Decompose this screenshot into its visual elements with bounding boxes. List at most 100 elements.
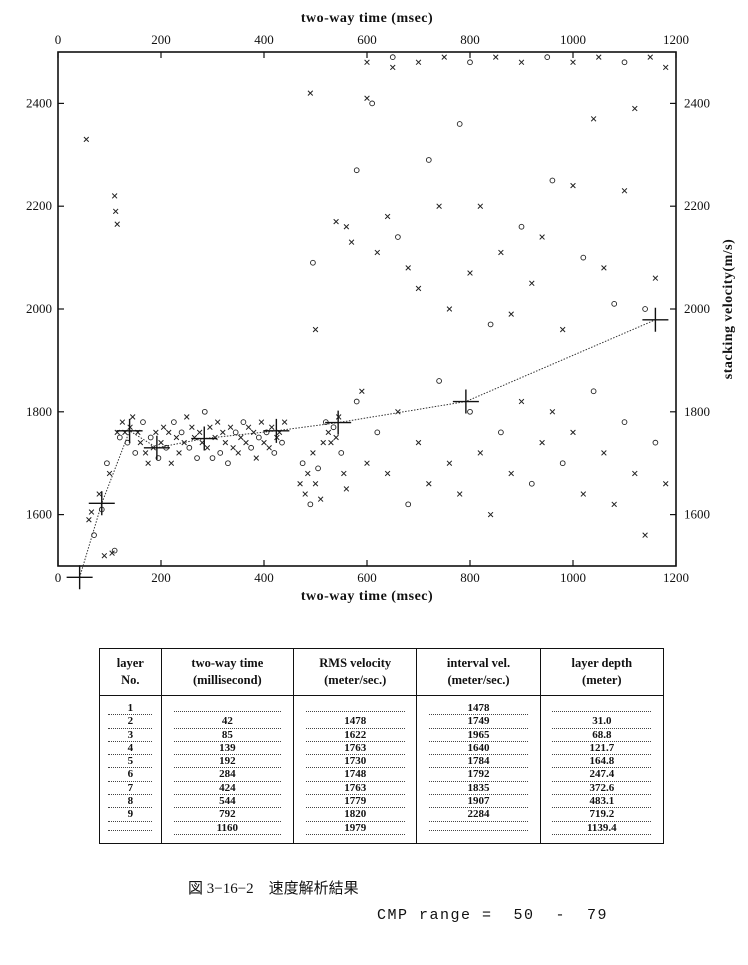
table-cell-value: 1763 [305,782,405,796]
table-cell-value [552,710,652,712]
semblance-point-circle [330,424,337,431]
semblance-point-circle [405,501,412,508]
semblance-point-circle [369,100,376,107]
table-cell-no: 1 [99,695,162,716]
velocity-pick-marker [143,435,170,460]
semblance-point-cross [119,419,126,425]
table-cell-value: 68.8 [552,729,652,742]
velocity-pick-marker [452,389,479,414]
table-cell-value: 1748 [305,768,405,782]
semblance-point-cross [529,280,535,287]
velocity-pick-marker [325,410,352,435]
semblance-point-cross [662,64,669,71]
table-cell-value: 1792 [428,768,529,782]
table-cell-depth: 31.0 [539,715,665,729]
semblance-point-circle [217,450,224,456]
semblance-point-circle [315,465,321,472]
semblance-point-circle [116,434,123,441]
table-cell-value: 1478 [428,702,529,716]
semblance-point-cross [343,224,350,230]
table-cell-value: 1622 [305,729,405,742]
semblance-point-cross [253,455,260,461]
velocity-pick-marker [88,491,115,516]
table-cell-depth [539,695,665,716]
semblance-point-cross [328,439,334,446]
table-cell-value: 8 [108,795,153,809]
table-cell-time: 85 [160,728,295,742]
x-tick-label-top: 1200 [663,32,689,47]
table-row: 6 284 1748 1792 247.4 [99,768,665,782]
semblance-point-cross [101,552,108,559]
table-cell-rms: 1748 [293,768,418,782]
table-cell-time: 42 [160,715,295,729]
semblance-point-cross [611,501,617,508]
x-tick-label-bottom: 600 [357,570,377,585]
semblance-point-circle [467,59,473,66]
semblance-point-cross [142,450,149,456]
semblance-point-circle [186,444,193,451]
semblance-point-circle [559,460,566,467]
semblance-point-circle [263,429,270,436]
table-cell-time: 544 [160,795,295,809]
table-cell-value: 85 [173,729,282,742]
table-cell-no: 4 [99,741,162,756]
table-row: 1 1478 [99,695,665,716]
table-cell-depth: 483.1 [539,795,665,809]
semblance-point-cross [477,203,484,209]
semblance-point-cross [220,429,226,436]
table-cell-rms: 1763 [293,741,418,756]
semblance-point-cross [214,419,221,425]
semblance-point-circle [155,455,162,461]
x-tick-label-top: 600 [357,32,377,47]
y-tick-label-left: 2000 [26,301,52,316]
semblance-point-circle [395,234,401,240]
table-cell-value: 2284 [428,808,529,822]
semblance-point-cross [446,306,453,312]
semblance-point-circle [299,460,306,467]
semblance-point-circle [338,450,345,456]
semblance-point-cross [173,434,180,441]
table-cell-time: 192 [160,755,295,769]
table-cell-value [428,830,529,832]
semblance-point-cross [647,54,654,60]
cmp-range: CMP range = 50 - 79 [377,907,609,924]
table-cell-interval: 1965 [416,728,541,742]
semblance-point-cross [153,429,159,436]
semblance-point-cross [621,188,628,194]
semblance-point-circle [279,439,285,446]
table-cell-value: 121.7 [552,742,652,756]
semblance-point-cross [183,414,190,420]
semblance-point-cross [189,424,195,430]
semblance-point-cross [83,136,90,143]
semblance-point-circle [621,419,628,425]
semblance-point-cross [341,470,347,477]
semblance-point-cross [204,445,211,451]
semblance-point-cross [467,270,473,276]
semblance-point-circle [240,419,247,425]
table-cell-value: 1139.4 [552,822,652,835]
table-cell-interval: 1784 [416,755,541,769]
velocity-pick-marker [191,426,218,451]
semblance-point-circle [549,177,556,184]
semblance-point-cross [305,470,311,477]
x-tick-label-bottom: 200 [151,570,171,585]
y-tick-label-left: 2200 [26,198,52,213]
table-cell-depth: 1139.4 [539,821,665,844]
table-cell-value: 719.2 [552,808,652,822]
table-cell-value [305,710,405,712]
semblance-point-circle [225,460,231,467]
semblance-point-circle [140,419,146,425]
semblance-point-cross [238,434,244,441]
semblance-point-cross [570,182,576,189]
figure-caption: 図 3−16−2 速度解析結果 [188,881,359,897]
velocity-pick-marker [263,418,290,443]
semblance-point-cross [281,419,288,425]
semblance-point-cross [508,470,514,477]
table-cell-value: 284 [173,768,282,782]
semblance-point-cross [176,450,182,456]
semblance-point-cross [312,326,319,333]
semblance-point-cross [129,414,136,420]
semblance-point-circle [111,547,118,554]
velocity-pick-marker [116,418,143,443]
semblance-point-cross [436,203,442,209]
